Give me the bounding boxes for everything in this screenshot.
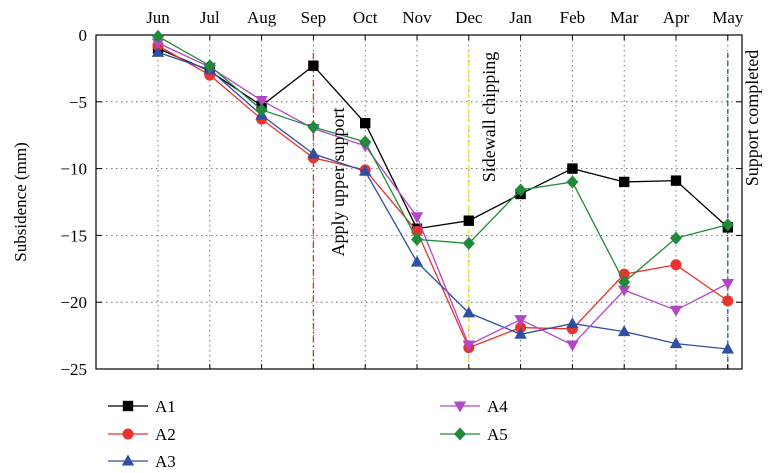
x-tick-label: May <box>712 8 744 27</box>
y-tick-label: −25 <box>60 360 87 379</box>
y-axis-label: Subsidence (mm) <box>11 142 30 261</box>
y-tick-label: −20 <box>60 293 87 312</box>
plot-frame <box>95 34 743 370</box>
data-point <box>307 147 320 159</box>
data-point <box>618 275 631 289</box>
legend-entry: A1 <box>108 397 176 416</box>
data-point <box>618 325 631 337</box>
data-point <box>411 232 423 246</box>
data-point <box>152 29 164 43</box>
data-point <box>462 306 475 318</box>
annotation-text: Support completed <box>742 50 762 186</box>
data-point <box>410 212 424 224</box>
series-a1 <box>152 43 733 234</box>
x-tick-label: Dec <box>455 8 483 27</box>
data-point <box>359 164 372 176</box>
data-point <box>721 218 734 232</box>
data-point <box>670 231 682 245</box>
data-point <box>669 305 683 317</box>
annotation-text: Sidewall chipping <box>479 52 499 182</box>
data-point <box>514 183 527 197</box>
data-point <box>463 215 474 226</box>
series-a3 <box>151 45 734 354</box>
data-point <box>722 295 734 307</box>
legend-marker <box>453 401 467 413</box>
annotation-text: Apply upper support <box>328 108 348 257</box>
legend-label: A5 <box>487 425 508 444</box>
series-line <box>157 47 729 230</box>
x-tick-label: Sep <box>301 8 327 27</box>
x-tick-labels: Jun Jul Aug Sep Oct Nov Dec Jan Feb Mar Apr May <box>146 8 744 27</box>
x-tick-label: Aug <box>247 8 277 27</box>
data-point <box>359 135 372 149</box>
data-point <box>307 120 320 134</box>
annotation-labels: Apply upper support Sidewall chipping Supp… <box>328 50 762 257</box>
data-point <box>203 59 216 73</box>
legend-label: A4 <box>487 397 508 416</box>
legend-label: A1 <box>155 397 176 416</box>
x-tick-label: Jun <box>146 8 170 27</box>
y-tick-label: −5 <box>69 93 87 112</box>
data-point <box>669 337 683 349</box>
data-point <box>255 95 268 107</box>
x-tick-label: Jul <box>200 8 220 27</box>
data-point <box>618 285 631 297</box>
legend-marker <box>121 454 135 466</box>
data-point <box>566 317 579 329</box>
data-point <box>566 175 579 189</box>
x-tick-label: Oct <box>353 8 378 27</box>
data-point <box>515 322 527 334</box>
x-tick-label: Feb <box>560 8 586 27</box>
data-point <box>567 163 578 174</box>
data-point <box>462 236 475 250</box>
series-line <box>157 51 728 350</box>
y-tick-label: 0 <box>79 26 88 45</box>
data-point <box>151 45 165 57</box>
data-point <box>721 278 734 290</box>
data-series <box>151 29 734 354</box>
data-point <box>151 38 165 50</box>
series-a4 <box>151 38 734 352</box>
axis-ticks <box>96 34 742 370</box>
series-a5 <box>152 29 734 289</box>
legend-marker <box>122 400 134 412</box>
data-point <box>360 117 371 129</box>
y-tick-label: −10 <box>60 160 87 179</box>
y-tick-label: −15 <box>60 226 87 245</box>
series-line <box>157 45 729 349</box>
data-point <box>566 340 579 352</box>
x-tick-label: Nov <box>402 8 432 27</box>
data-point <box>514 315 527 327</box>
annotation-lines <box>312 53 729 369</box>
x-tick-label: Jan <box>509 8 532 27</box>
data-point <box>410 255 424 267</box>
data-point <box>619 176 630 188</box>
data-point <box>308 60 319 71</box>
x-tick-label: Mar <box>610 8 639 27</box>
legend-entry: A4 <box>440 397 508 416</box>
legend-marker <box>122 428 134 440</box>
data-point <box>721 342 734 354</box>
legend-entry: A2 <box>108 425 176 444</box>
legend: A1 A2 A3 A4 A5 <box>108 397 508 471</box>
series-line <box>157 42 729 346</box>
legend-entry: A3 <box>108 452 176 471</box>
legend-label: A3 <box>155 452 176 471</box>
legend-label: A2 <box>155 425 176 444</box>
legend-marker <box>454 427 466 441</box>
data-point <box>670 259 682 271</box>
series-line <box>157 35 728 284</box>
data-point <box>255 103 268 117</box>
y-tick-labels: 0 −5 −10 −15 −20 −25 <box>60 26 87 379</box>
data-point <box>514 327 527 339</box>
legend-entry: A5 <box>440 425 508 444</box>
data-point <box>462 340 475 352</box>
series-a2 <box>152 40 734 354</box>
grid-lines <box>96 35 742 369</box>
data-point <box>670 175 682 186</box>
x-tick-label: Apr <box>663 8 690 27</box>
